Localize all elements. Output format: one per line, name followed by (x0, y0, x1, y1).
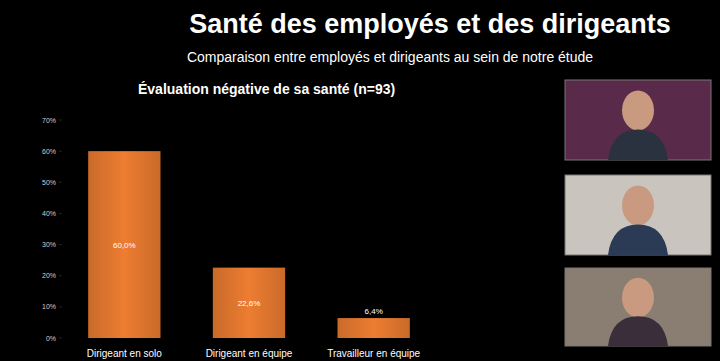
bar (213, 268, 285, 338)
photo (565, 175, 711, 255)
photo (565, 268, 711, 346)
bar (88, 151, 160, 338)
y-tick-label: 10% (42, 303, 56, 310)
data-label: 22,6% (238, 299, 261, 308)
data-label: 60,0% (113, 241, 136, 250)
tick-mark (59, 151, 62, 152)
labels: 60,0% Dirigeant en solo 22,6% Dirigeant en … (87, 241, 421, 359)
y-tick-label: 30% (42, 241, 56, 248)
subtitle: Comparaison entre employés et dirigeants… (187, 49, 593, 65)
x-tick-label: Dirigeant en équipe (206, 348, 293, 359)
background (0, 0, 720, 361)
tick-mark (59, 213, 62, 214)
x-tick-label: Travailleur en équipe (327, 348, 420, 359)
title: Santé des employés et des dirigeants (189, 9, 671, 39)
data-label: 6,4% (365, 307, 383, 316)
y-axis: 0% 10% 20% 30% 40% 50% 60% 70% (42, 117, 62, 342)
bar (338, 318, 410, 338)
tick-mark (59, 275, 62, 276)
y-tick-label: 70% (42, 117, 56, 124)
chart-title: Évaluation négative de sa santé (n=93) (138, 81, 395, 97)
y-tick-label: 60% (42, 148, 56, 155)
bars (88, 151, 410, 338)
y-tick-label: 40% (42, 210, 56, 217)
tick-mark (59, 306, 62, 307)
tick-mark (59, 338, 62, 339)
chart: Santé des employés et des dirigeants Comp… (0, 0, 720, 361)
y-tick-label: 50% (42, 179, 56, 186)
x-tick-label: Dirigeant en solo (87, 348, 162, 359)
tick-mark (59, 244, 62, 245)
tick-mark (59, 182, 62, 183)
tick-mark (59, 120, 62, 121)
y-tick-label: 20% (42, 272, 56, 279)
photo (565, 80, 711, 160)
y-tick-label: 0% (46, 335, 56, 342)
